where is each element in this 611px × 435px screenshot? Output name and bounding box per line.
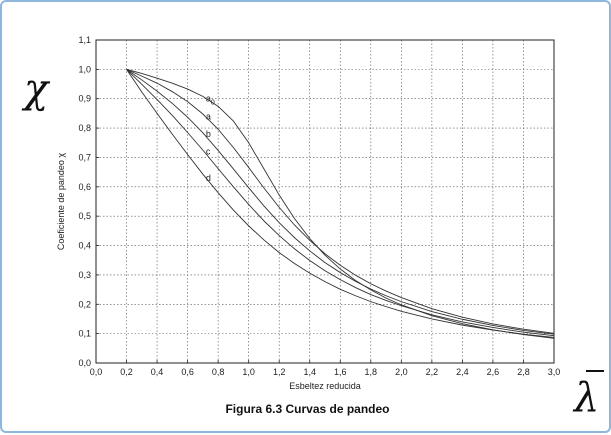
x-tick-label: 0,4 bbox=[151, 367, 164, 377]
lambda-overbar bbox=[586, 370, 604, 372]
plot-area bbox=[96, 40, 554, 363]
y-tick-label: 0,8 bbox=[78, 123, 91, 133]
curve-label-b: b bbox=[206, 129, 211, 139]
y-axis-title: Coeficiente de pandeo χ bbox=[56, 153, 66, 251]
x-axis-title: Esbeltez reducida bbox=[289, 381, 361, 391]
x-tick-label: 0,6 bbox=[181, 367, 194, 377]
y-tick-label: 0,2 bbox=[78, 299, 91, 309]
y-tick-label: 0,1 bbox=[78, 329, 91, 339]
y-tick-label: 0,4 bbox=[78, 241, 91, 251]
curve-label-d: d bbox=[206, 173, 211, 183]
curve-d bbox=[126, 69, 555, 338]
y-tick-label: 1,0 bbox=[78, 64, 91, 74]
curve-c bbox=[126, 69, 555, 337]
x-tick-label: 1,6 bbox=[334, 367, 347, 377]
x-tick-label: 0,8 bbox=[212, 367, 225, 377]
curve-label-a: a bbox=[206, 111, 211, 121]
x-tick-label: 2,2 bbox=[426, 367, 439, 377]
x-tick-label: 1,0 bbox=[242, 367, 255, 377]
x-tick-label: 0,0 bbox=[90, 367, 103, 377]
x-tick-label: 1,8 bbox=[365, 367, 378, 377]
y-tick-label: 0,3 bbox=[78, 270, 91, 280]
x-tick-label: 2,4 bbox=[456, 367, 469, 377]
x-tick-label: 1,2 bbox=[273, 367, 286, 377]
curve-a bbox=[126, 68, 555, 334]
x-tick-label: 2,6 bbox=[487, 367, 500, 377]
curve-a0 bbox=[126, 68, 555, 339]
figure-caption: Figura 6.3 Curvas de pandeo bbox=[225, 402, 390, 416]
curve-b bbox=[126, 68, 555, 335]
y-tick-label: 0,9 bbox=[78, 94, 91, 104]
x-tick-label: 3,0 bbox=[548, 367, 561, 377]
x-tick-label: 2,0 bbox=[395, 367, 408, 377]
y-tick-label: 0,0 bbox=[78, 358, 91, 368]
x-tick-label: 0,2 bbox=[120, 367, 133, 377]
x-tick-label: 1,4 bbox=[303, 367, 316, 377]
axes-box bbox=[95, 39, 555, 364]
y-tick-label: 1,1 bbox=[78, 35, 91, 45]
curve-label-c: c bbox=[206, 147, 211, 157]
chi-symbol: χ bbox=[24, 66, 49, 112]
y-tick-label: 0,7 bbox=[78, 152, 91, 162]
x-tick-label: 2,8 bbox=[517, 367, 530, 377]
y-tick-label: 0,5 bbox=[78, 211, 91, 221]
lambda-symbol: λ bbox=[574, 375, 600, 421]
y-tick-label: 0,6 bbox=[78, 182, 91, 192]
curve-label-a0: a0 bbox=[206, 94, 215, 107]
curve-label-subscript: 0 bbox=[211, 100, 215, 107]
